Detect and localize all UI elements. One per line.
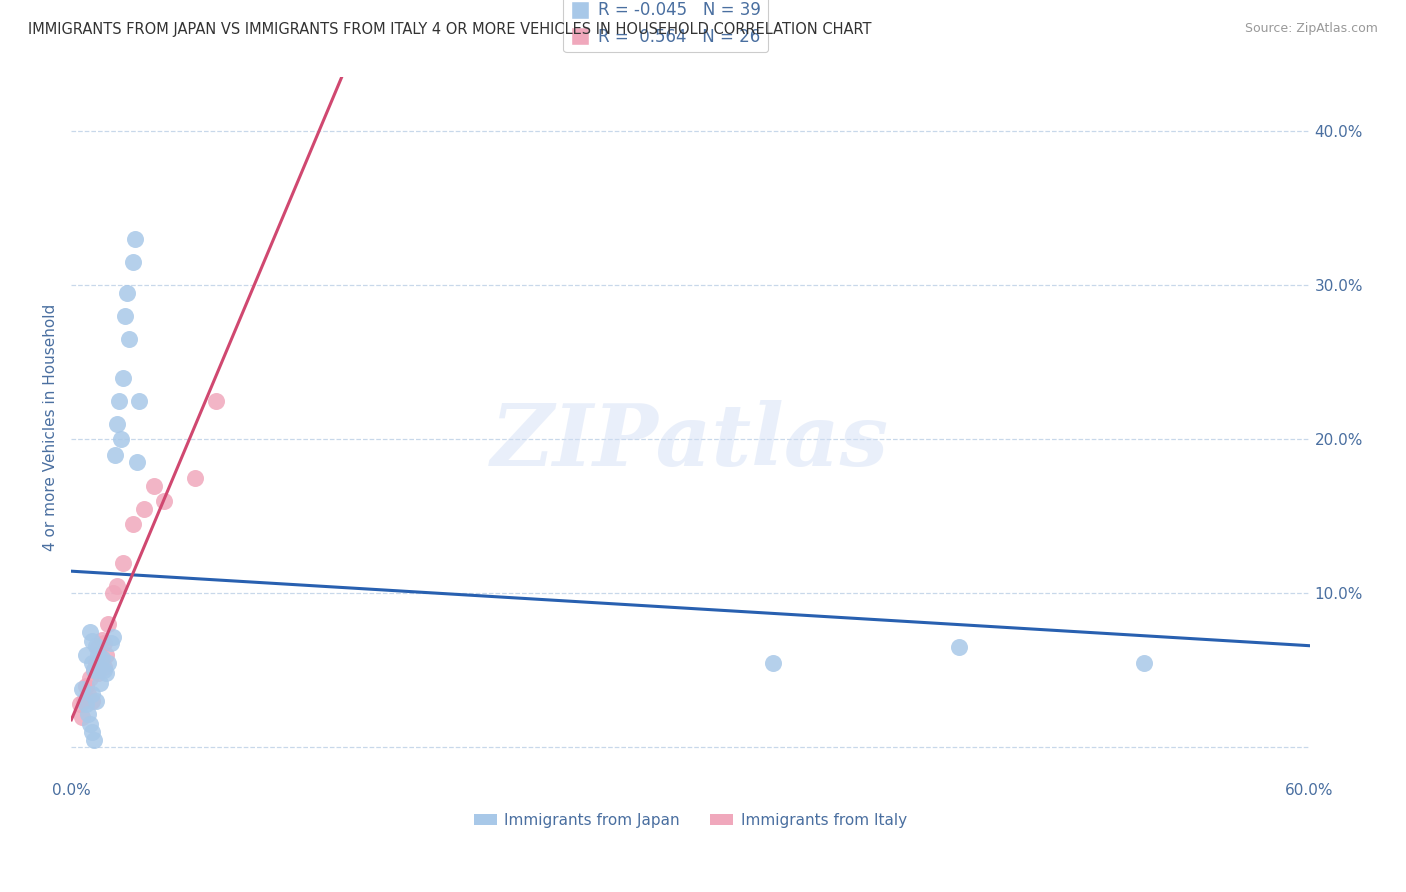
Point <box>83 664 105 678</box>
Point <box>87 666 110 681</box>
Point <box>80 656 103 670</box>
Point <box>80 686 103 700</box>
Point <box>93 664 115 678</box>
Point <box>91 651 114 665</box>
Point <box>84 694 107 708</box>
Point <box>104 448 127 462</box>
Point <box>83 732 105 747</box>
Point <box>79 624 101 639</box>
Point <box>762 656 785 670</box>
Point <box>75 648 97 662</box>
Point <box>87 664 110 678</box>
Point <box>97 617 120 632</box>
Point <box>184 471 207 485</box>
Point <box>101 630 124 644</box>
Point <box>76 686 98 700</box>
Point <box>89 651 111 665</box>
Point <box>153 494 176 508</box>
Point <box>204 393 226 408</box>
Point <box>114 309 136 323</box>
Point <box>79 717 101 731</box>
Point <box>124 232 146 246</box>
Point <box>115 286 138 301</box>
Point <box>122 255 145 269</box>
Point <box>105 579 128 593</box>
Point <box>70 681 93 696</box>
Legend: Immigrants from Japan, Immigrants from Italy: Immigrants from Japan, Immigrants from I… <box>468 806 914 834</box>
Point <box>96 648 118 662</box>
Point <box>70 709 93 723</box>
Point <box>105 417 128 431</box>
Point <box>111 556 134 570</box>
Point <box>75 698 97 712</box>
Point <box>75 679 97 693</box>
Point <box>101 586 124 600</box>
Point <box>69 698 91 712</box>
Point <box>76 706 98 721</box>
Point <box>127 455 149 469</box>
Point <box>96 666 118 681</box>
Point <box>84 639 107 653</box>
Point <box>89 675 111 690</box>
Point <box>80 725 103 739</box>
Point <box>111 371 134 385</box>
Point <box>93 660 115 674</box>
Point <box>118 332 141 346</box>
Point <box>142 478 165 492</box>
Text: Source: ZipAtlas.com: Source: ZipAtlas.com <box>1244 22 1378 36</box>
Text: ZIPatlas: ZIPatlas <box>491 401 890 483</box>
Y-axis label: 4 or more Vehicles in Household: 4 or more Vehicles in Household <box>44 304 58 551</box>
Point <box>80 634 103 648</box>
Point <box>132 501 155 516</box>
Text: IMMIGRANTS FROM JAPAN VS IMMIGRANTS FROM ITALY 4 OR MORE VEHICLES IN HOUSEHOLD C: IMMIGRANTS FROM JAPAN VS IMMIGRANTS FROM… <box>28 22 872 37</box>
Point <box>110 433 132 447</box>
Point <box>122 517 145 532</box>
Point <box>93 636 115 650</box>
Point <box>97 656 120 670</box>
Point <box>128 393 150 408</box>
Point <box>87 648 110 662</box>
Point <box>83 664 105 678</box>
Point <box>73 694 96 708</box>
Point <box>1133 656 1156 670</box>
Point <box>948 640 970 655</box>
Point <box>80 694 103 708</box>
Point <box>87 640 110 655</box>
Point <box>84 656 107 670</box>
Point <box>91 632 114 647</box>
Point <box>79 671 101 685</box>
Point <box>100 636 122 650</box>
Point <box>107 393 129 408</box>
